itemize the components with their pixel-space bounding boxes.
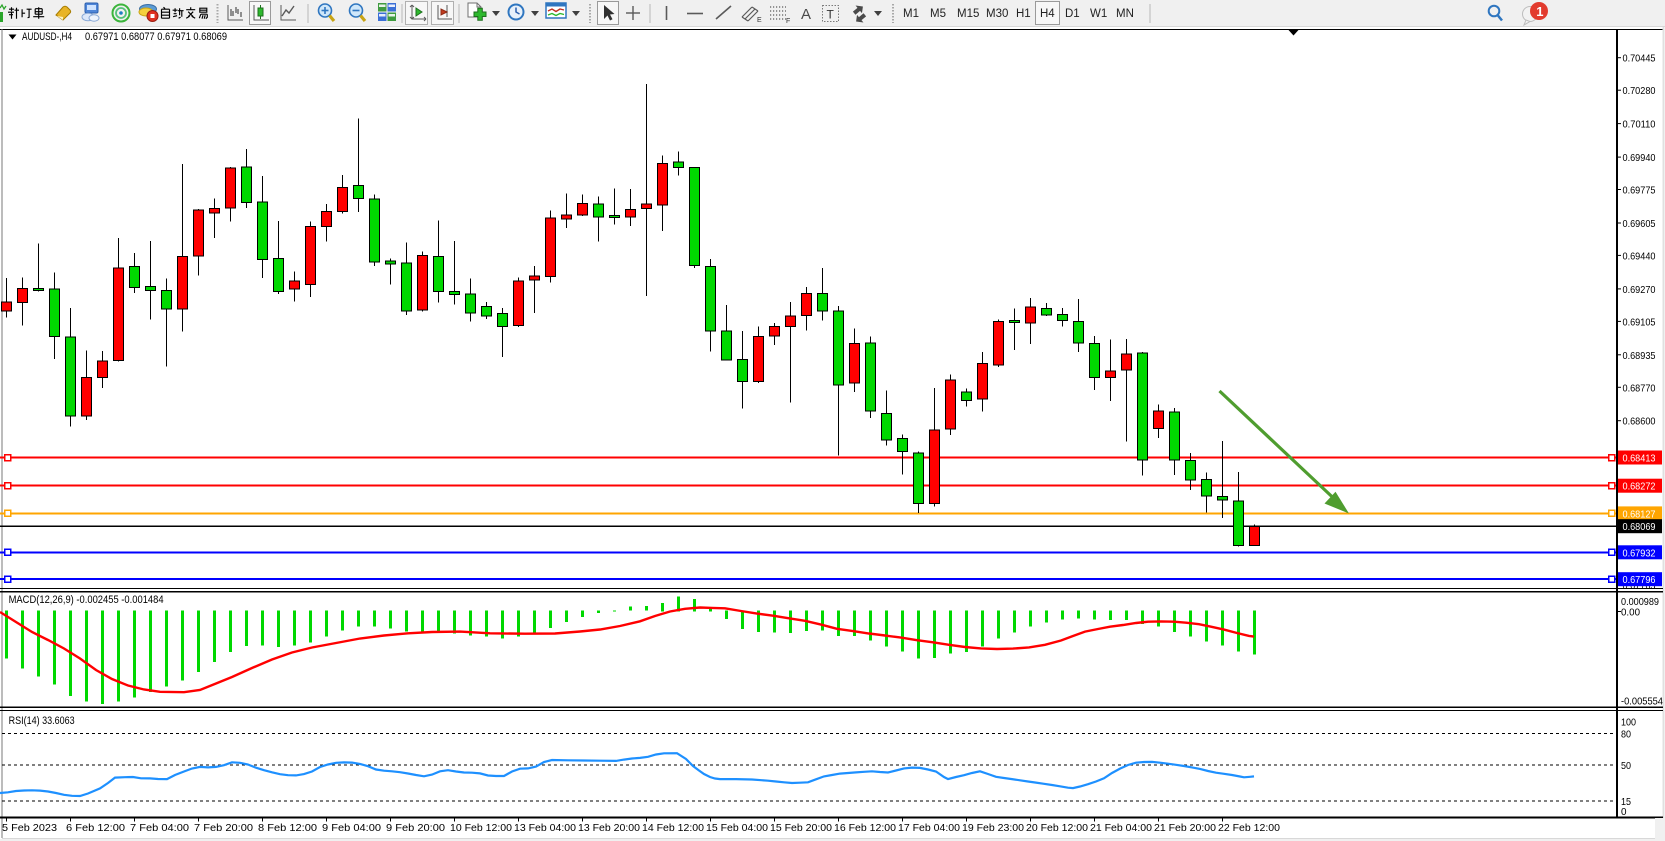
- svg-text:D1: D1: [1065, 8, 1080, 20]
- svg-text:H4: H4: [1040, 8, 1055, 20]
- svg-text:15 Feb 04:00: 15 Feb 04:00: [706, 822, 768, 834]
- svg-text:21 Feb 20:00: 21 Feb 20:00: [1154, 822, 1216, 834]
- svg-text:22 Feb 12:00: 22 Feb 12:00: [1218, 822, 1280, 834]
- svg-text:M5: M5: [930, 8, 946, 20]
- svg-text:21 Feb 04:00: 21 Feb 04:00: [1090, 822, 1152, 834]
- svg-text:10 Feb 12:00: 10 Feb 12:00: [450, 822, 512, 834]
- svg-text:0.69270: 0.69270: [1623, 284, 1656, 296]
- svg-text:E: E: [757, 17, 762, 24]
- svg-text:15 Feb 20:00: 15 Feb 20:00: [770, 822, 832, 834]
- svg-text:0.70445: 0.70445: [1623, 53, 1656, 65]
- svg-text:100: 100: [1621, 717, 1636, 729]
- svg-text:80: 80: [1621, 729, 1631, 741]
- svg-text:0.67971 0.68077 0.67971 0.6806: 0.67971 0.68077 0.67971 0.68069: [85, 31, 227, 43]
- svg-text:0.69775: 0.69775: [1623, 185, 1656, 197]
- svg-text:8 Feb 12:00: 8 Feb 12:00: [258, 822, 317, 834]
- svg-text:T: T: [827, 8, 835, 22]
- svg-text:1: 1: [1536, 4, 1543, 19]
- svg-text:0.70280: 0.70280: [1623, 85, 1656, 97]
- svg-text:7 Feb 20:00: 7 Feb 20:00: [194, 822, 253, 834]
- svg-text:0.00: 0.00: [1621, 607, 1640, 619]
- svg-text:-0.005554: -0.005554: [1621, 696, 1663, 708]
- svg-text:W1: W1: [1090, 8, 1107, 20]
- svg-text:AUDUSD-,H4: AUDUSD-,H4: [22, 31, 72, 43]
- svg-text:0.69605: 0.69605: [1623, 218, 1656, 230]
- svg-text:MACD(12,26,9) -0.002455 -0.001: MACD(12,26,9) -0.002455 -0.001484: [9, 594, 164, 606]
- svg-text:19 Feb 23:00: 19 Feb 23:00: [962, 822, 1024, 834]
- svg-text:0.000989: 0.000989: [1621, 596, 1659, 608]
- svg-text:13 Feb 04:00: 13 Feb 04:00: [514, 822, 576, 834]
- svg-text:13 Feb 20:00: 13 Feb 20:00: [578, 822, 640, 834]
- svg-text:6 Feb 12:00: 6 Feb 12:00: [66, 822, 125, 834]
- svg-text:A: A: [801, 6, 811, 23]
- svg-text:0.68770: 0.68770: [1623, 382, 1656, 394]
- svg-text:M30: M30: [986, 8, 1008, 20]
- svg-text:0.70110: 0.70110: [1623, 119, 1656, 131]
- svg-text:M1: M1: [903, 8, 919, 20]
- svg-text:50: 50: [1621, 760, 1631, 772]
- svg-text:9 Feb 20:00: 9 Feb 20:00: [386, 822, 445, 834]
- svg-text:0.68272: 0.68272: [1623, 481, 1656, 493]
- svg-text:M15: M15: [957, 8, 979, 20]
- svg-text:0.68069: 0.68069: [1623, 521, 1656, 533]
- svg-text:0.67932: 0.67932: [1623, 547, 1656, 559]
- svg-text:5 Feb 2023: 5 Feb 2023: [2, 822, 57, 834]
- svg-text:H1: H1: [1016, 8, 1031, 20]
- svg-text:0.68127: 0.68127: [1623, 508, 1656, 520]
- svg-text:16 Feb 12:00: 16 Feb 12:00: [834, 822, 896, 834]
- svg-text:0.68413: 0.68413: [1623, 453, 1656, 465]
- svg-text:0.67796: 0.67796: [1623, 574, 1656, 586]
- svg-text:17 Feb 04:00: 17 Feb 04:00: [898, 822, 960, 834]
- svg-text:14 Feb 12:00: 14 Feb 12:00: [642, 822, 704, 834]
- svg-text:0.69105: 0.69105: [1623, 316, 1656, 328]
- svg-text:7 Feb 04:00: 7 Feb 04:00: [130, 822, 189, 834]
- svg-text:MN: MN: [1116, 8, 1134, 20]
- svg-text:0.69440: 0.69440: [1623, 250, 1656, 262]
- svg-text:F: F: [786, 18, 790, 25]
- svg-text:0.68600: 0.68600: [1623, 416, 1656, 428]
- svg-text:0: 0: [1621, 806, 1627, 818]
- svg-text:0.68935: 0.68935: [1623, 350, 1656, 362]
- svg-text:20 Feb 12:00: 20 Feb 12:00: [1026, 822, 1088, 834]
- svg-text:0.69940: 0.69940: [1623, 152, 1656, 164]
- svg-text:15: 15: [1621, 796, 1631, 808]
- svg-text:9 Feb 04:00: 9 Feb 04:00: [322, 822, 381, 834]
- svg-text:RSI(14) 33.6063: RSI(14) 33.6063: [9, 715, 75, 727]
